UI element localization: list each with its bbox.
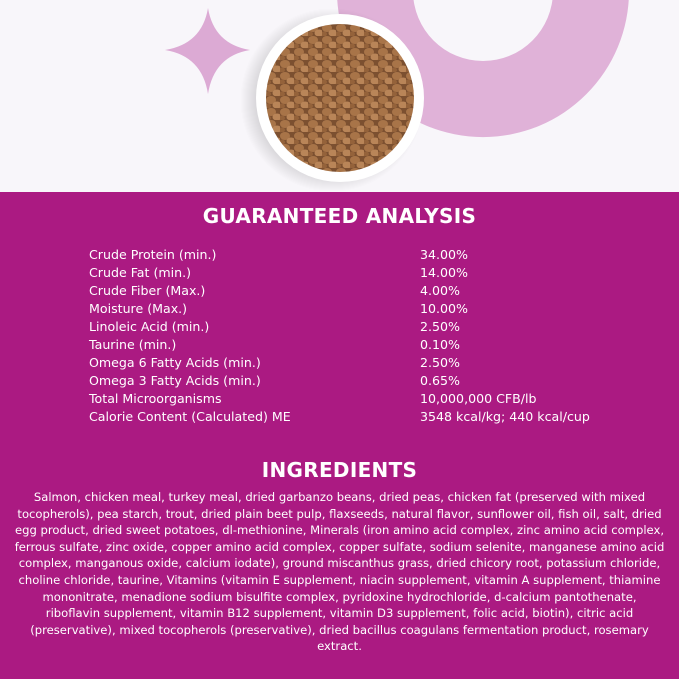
analysis-value: 34.00% — [420, 247, 469, 262]
analysis-label: Calorie Content (Calculated) ME — [89, 409, 291, 424]
analysis-row: Crude Fat (min.) 14.00% — [89, 264, 590, 282]
hero-image — [0, 0, 679, 192]
analysis-row: Omega 6 Fatty Acids (min.) 2.50% — [89, 354, 590, 372]
analysis-label: Crude Fiber (Max.) — [89, 283, 206, 298]
analysis-value: 2.50% — [420, 355, 461, 370]
analysis-row: Moisture (Max.) 10.00% — [89, 300, 590, 318]
analysis-label: Taurine (min.) — [89, 337, 177, 352]
analysis-row: Crude Protein (min.) 34.00% — [89, 246, 590, 264]
analysis-label: Moisture (Max.) — [89, 301, 188, 316]
info-panel: GUARANTEED ANALYSIS Crude Protein (min.)… — [0, 192, 679, 679]
analysis-value: 0.65% — [420, 373, 461, 388]
ingredients-title: INGREDIENTS — [261, 458, 418, 482]
analysis-value: 3548 kcal/kg; 440 kcal/cup — [420, 409, 590, 424]
analysis-label: Crude Protein (min.) — [89, 247, 217, 262]
analysis-value: 10.00% — [420, 301, 469, 316]
analysis-label: Crude Fat (min.) — [89, 265, 192, 280]
analysis-value: 4.00% — [420, 283, 461, 298]
ingredients-text: Salmon, chicken meal, turkey meal, dried… — [14, 490, 665, 654]
analysis-value: 2.50% — [420, 319, 461, 334]
analysis-row: Calorie Content (Calculated) ME 3548 kcal… — [89, 408, 590, 426]
analysis-table: Crude Protein (min.) 34.00% Crude Fat (min… — [89, 246, 590, 426]
analysis-label: Linoleic Acid (min.) — [89, 319, 210, 334]
food-bowl — [240, 8, 424, 192]
analysis-value: 10,000,000 CFB/lb — [420, 391, 537, 406]
sparkle-icon — [165, 8, 250, 94]
analysis-row: Taurine (min.) 0.10% — [89, 336, 590, 354]
guaranteed-analysis-title: GUARANTEED ANALYSIS — [202, 204, 477, 228]
analysis-row: Crude Fiber (Max.) 4.00% — [89, 282, 590, 300]
analysis-value: 14.00% — [420, 265, 469, 280]
analysis-label: Omega 3 Fatty Acids (min.) — [89, 373, 261, 388]
analysis-row: Linoleic Acid (min.) 2.50% — [89, 318, 590, 336]
analysis-row: Total Microorganisms 10,000,000 CFB/lb — [89, 390, 590, 408]
analysis-label: Total Microorganisms — [89, 391, 222, 406]
analysis-value: 0.10% — [420, 337, 461, 352]
analysis-row: Omega 3 Fatty Acids (min.) 0.65% — [89, 372, 590, 390]
analysis-label: Omega 6 Fatty Acids (min.) — [89, 355, 261, 370]
